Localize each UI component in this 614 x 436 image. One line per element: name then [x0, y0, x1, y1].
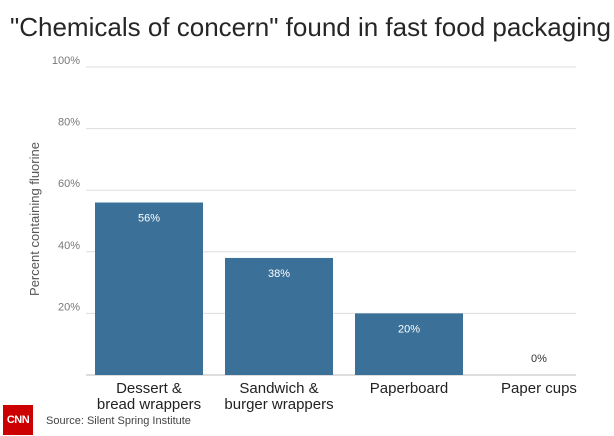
y-tick-label: 40% [58, 240, 80, 252]
bar [355, 313, 463, 375]
x-category-label: Paperboard [370, 380, 448, 397]
y-tick-label: 60% [58, 178, 80, 190]
y-tick-label: 20% [58, 301, 80, 313]
y-axis-label: Percent containing fluorine [27, 142, 42, 296]
x-category-label: Sandwich & [239, 380, 318, 397]
bar-value-label: 0% [531, 353, 547, 365]
y-tick-label: 80% [58, 117, 80, 129]
bar [95, 202, 203, 375]
bar-value-label: 20% [398, 323, 420, 335]
bar-value-label: 56% [138, 213, 160, 225]
x-category-label: Dessert & [116, 380, 182, 397]
chart-title: "Chemicals of concern" found in fast foo… [10, 12, 611, 42]
x-category-label: burger wrappers [224, 396, 333, 413]
cnn-logo: CNN [3, 405, 33, 435]
x-category-label: Paper cups [501, 380, 577, 397]
bar [225, 257, 333, 375]
source-note: Source: Silent Spring Institute [46, 415, 191, 427]
x-category-label: bread wrappers [97, 396, 201, 413]
bar-value-label: 38% [268, 268, 290, 280]
y-tick-label: 100% [52, 55, 80, 67]
